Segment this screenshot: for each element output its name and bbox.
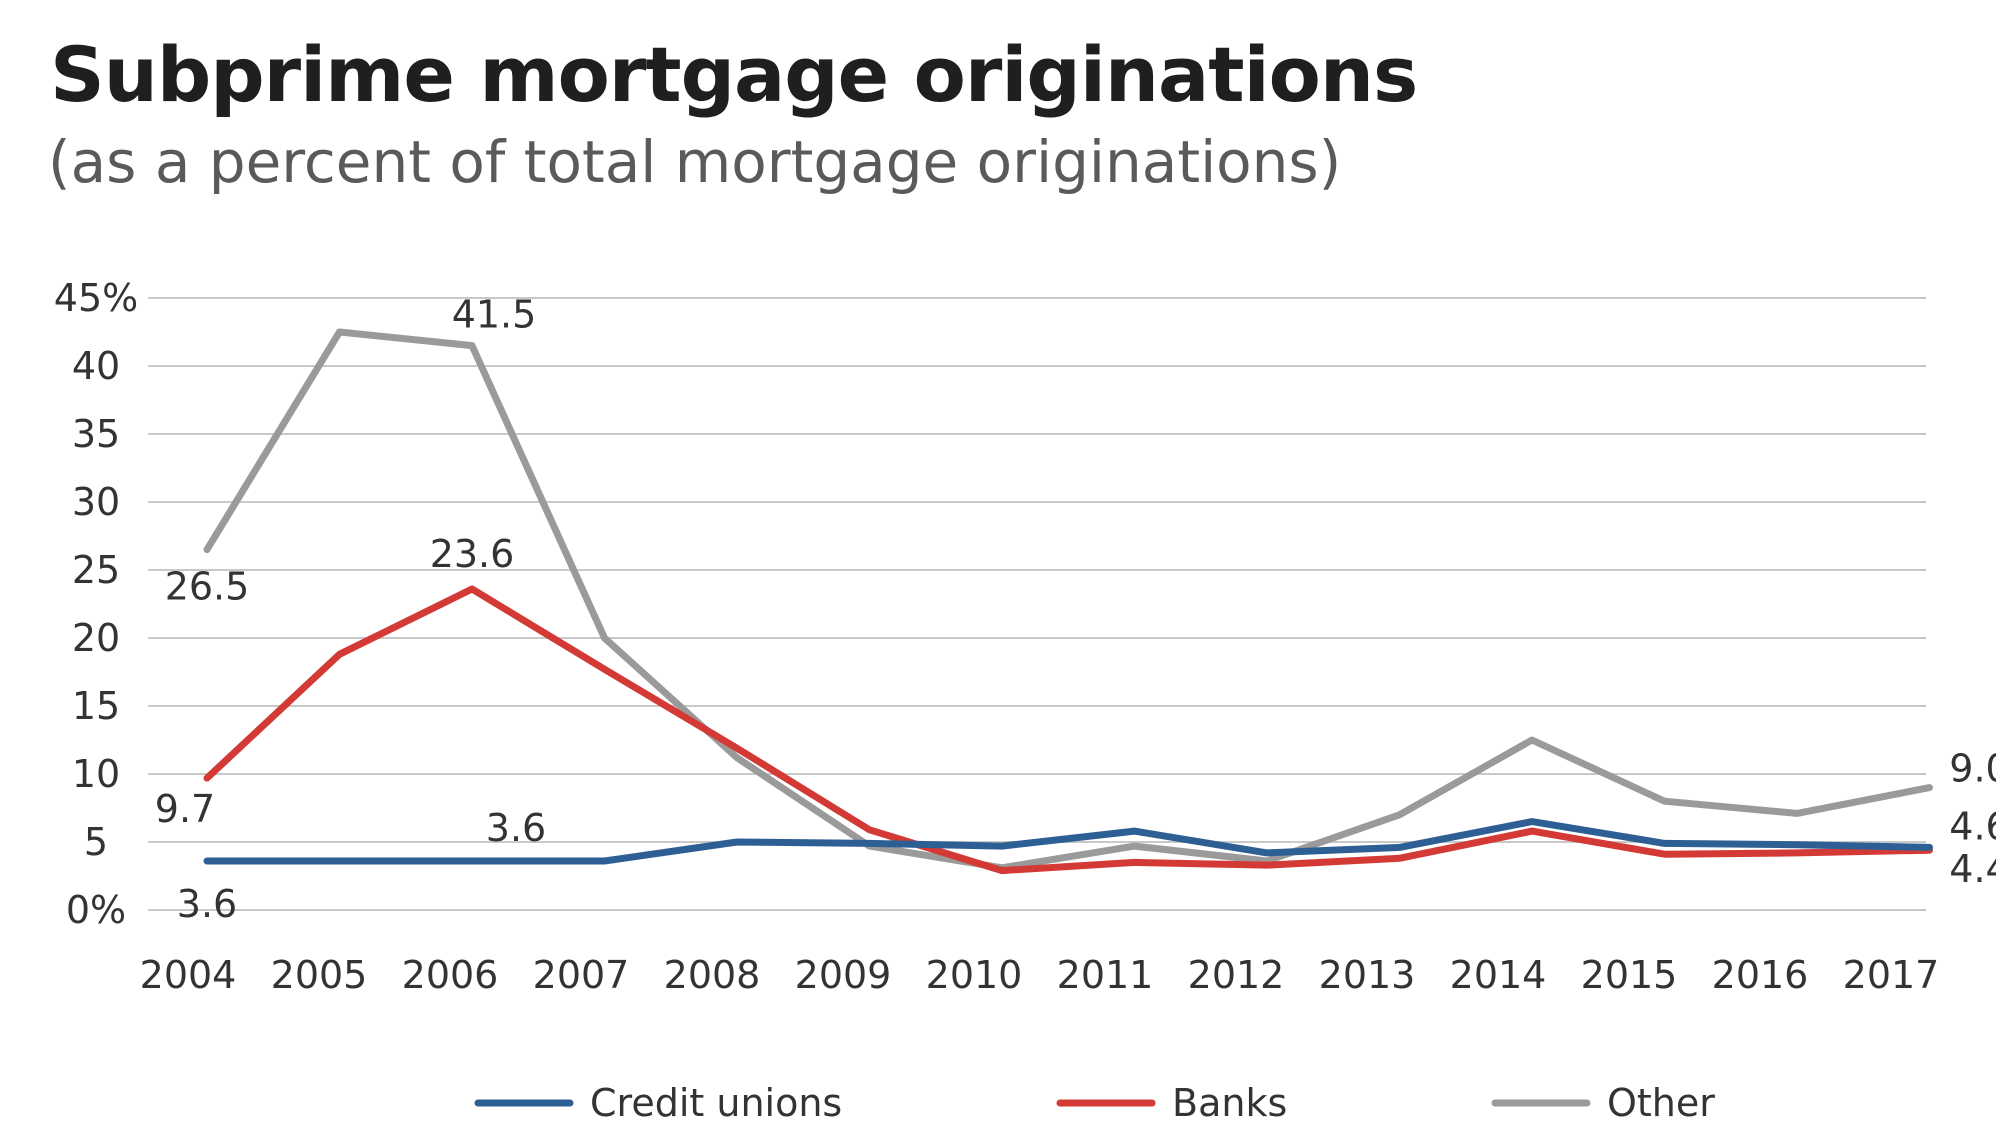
y-tick-label: 15 [72, 684, 120, 728]
data-labels: 26.5 41.5 9.0 23.6 9.7 4.4 3.6 3.6 4.6 [155, 293, 1996, 926]
data-label: 4.6 [1949, 804, 1996, 848]
y-tick-label: 10 [72, 752, 120, 796]
gridlines [148, 297, 1926, 911]
x-tick-label: 2016 [1712, 953, 1809, 997]
data-label: 23.6 [430, 532, 515, 576]
y-tick-label: 5 [84, 820, 108, 864]
data-label: 9.7 [155, 787, 215, 831]
y-tick-label: 45% [54, 276, 138, 320]
data-label: 3.6 [177, 882, 237, 926]
y-axis-ticks: 0% 5 10 15 20 25 30 35 40 45% [54, 276, 138, 932]
x-tick-label: 2017 [1843, 953, 1940, 997]
legend-label: Other [1607, 1081, 1715, 1125]
series-line-banks [203, 585, 1933, 875]
chart-title: Subprime mortgage originations [50, 30, 1418, 119]
legend-label: Banks [1172, 1081, 1287, 1125]
chart-subtitle: (as a percent of total mortgage originat… [48, 128, 1342, 196]
data-label: 4.4 [1949, 847, 1996, 891]
x-axis-ticks: 2004 2005 2006 2007 2008 2009 2010 2011 2012 2013… [140, 953, 1940, 997]
x-tick-label: 2015 [1581, 953, 1678, 997]
data-label: 41.5 [452, 293, 537, 337]
x-tick-label: 2008 [664, 953, 761, 997]
y-tick-label: 25 [72, 548, 120, 592]
data-label: 9.0 [1949, 747, 1996, 791]
data-label: 26.5 [165, 565, 250, 609]
y-tick-label: 40 [72, 344, 120, 388]
x-tick-label: 2009 [795, 953, 892, 997]
legend: Credit unions Banks Other [474, 1081, 1715, 1125]
x-tick-label: 2012 [1188, 953, 1285, 997]
x-tick-label: 2007 [533, 953, 630, 997]
x-tick-label: 2011 [1057, 953, 1154, 997]
x-tick-label: 2004 [140, 953, 237, 997]
data-label: 3.6 [486, 806, 546, 850]
x-tick-label: 2005 [271, 953, 368, 997]
y-tick-label: 35 [72, 412, 120, 456]
y-tick-label: 0% [66, 888, 126, 932]
y-tick-label: 30 [72, 480, 120, 524]
series-lines [203, 328, 1933, 875]
x-tick-label: 2014 [1450, 953, 1547, 997]
series-line-credit-unions [203, 818, 1933, 865]
x-tick-label: 2006 [402, 953, 499, 997]
legend-label: Credit unions [590, 1081, 842, 1125]
series-line-other [203, 328, 1933, 872]
y-tick-label: 20 [72, 616, 120, 660]
x-tick-label: 2010 [926, 953, 1023, 997]
x-tick-label: 2013 [1319, 953, 1416, 997]
